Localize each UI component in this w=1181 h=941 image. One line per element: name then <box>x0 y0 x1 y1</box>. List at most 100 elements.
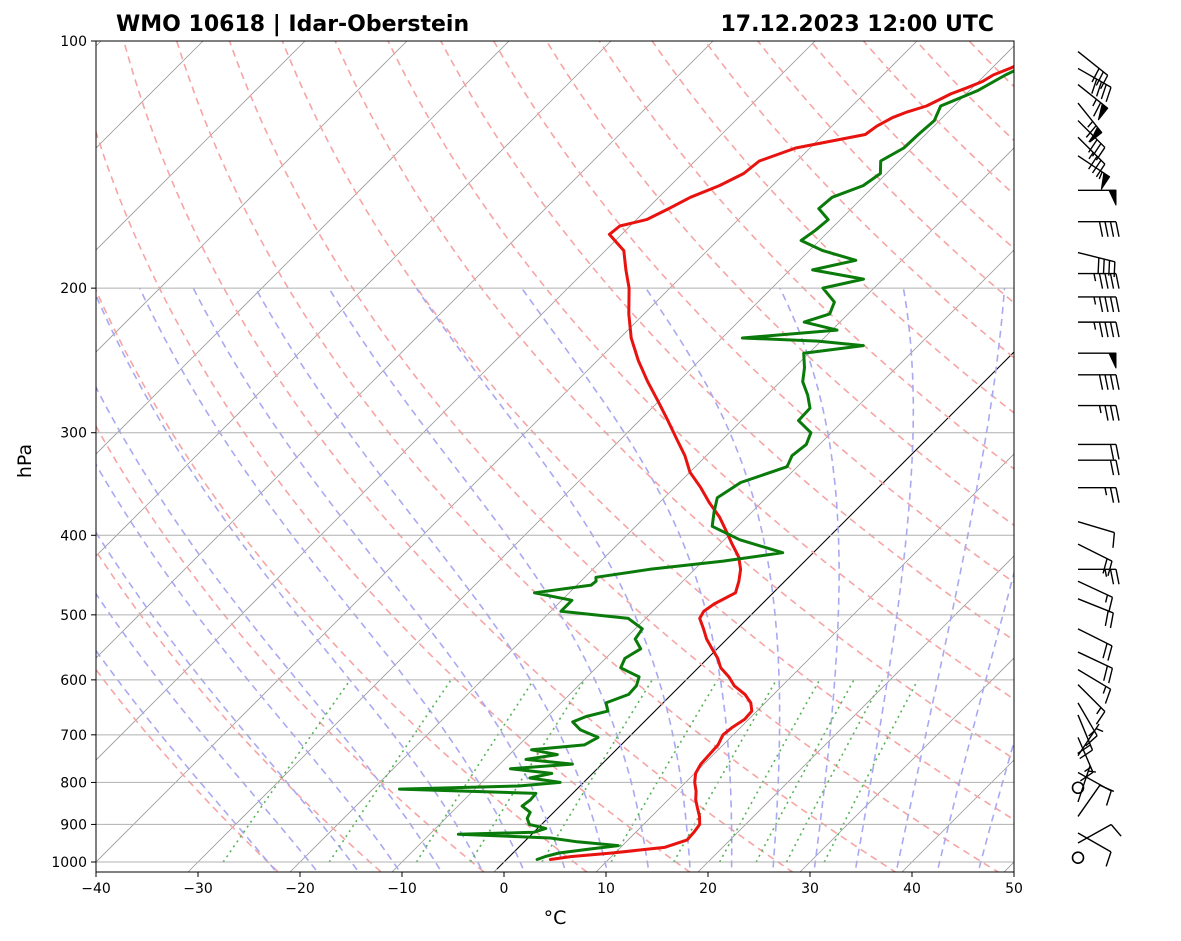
wind-barb-half <box>1098 405 1102 414</box>
isotherm-line <box>96 41 918 863</box>
wind-barb-full <box>1107 560 1113 577</box>
wind-barb-full <box>1109 221 1115 237</box>
wind-barb-half <box>1093 321 1097 330</box>
wind-barb-full <box>1109 273 1115 289</box>
dry-adiabat <box>96 129 692 872</box>
wind-barb-full <box>1100 74 1109 90</box>
wind-barb-shaft <box>1077 50 1109 76</box>
wind-barb-full <box>1104 221 1109 237</box>
wind-barb-flag <box>1089 126 1103 143</box>
y-tick-label: 400 <box>60 528 87 544</box>
x-axis-label: °C <box>544 907 567 929</box>
dry-adiabat <box>387 41 1014 701</box>
wind-barb-full <box>1108 260 1111 276</box>
wind-barb-full <box>1102 259 1105 275</box>
wind-barb-shaft <box>1077 684 1106 712</box>
moist-adiabat <box>96 592 319 872</box>
wind-barb-full <box>1109 569 1115 585</box>
moist-adiabat <box>936 569 1014 872</box>
wind-barb-full <box>1108 597 1114 613</box>
isotherm-line <box>391 249 1014 872</box>
isotherm-line <box>96 41 306 251</box>
wind-barb-full <box>1109 405 1115 421</box>
wind-barb-half <box>1092 98 1097 107</box>
isotherm-line <box>697 555 1014 872</box>
x-ticks: −40 −30 −20 −10 0 10 20 30 40 50 <box>81 872 1023 897</box>
wind-barb-half <box>1095 727 1104 733</box>
wind-barb-full <box>1091 68 1100 83</box>
isotherm-line <box>96 41 714 659</box>
chart-title-left: WMO 10618 | Idar-Oberstein <box>116 12 469 37</box>
wind-barb-half <box>1084 766 1092 773</box>
wind-barb-shaft <box>1077 520 1115 534</box>
wind-barb-full <box>1097 257 1100 274</box>
y-tick-label: 300 <box>60 426 87 442</box>
wind-barb-shaft <box>1077 598 1114 614</box>
isotherm-line <box>96 41 510 455</box>
dry-adiabat <box>175 41 897 872</box>
wind-barb-full <box>1091 143 1102 157</box>
wind-barb-full <box>1104 321 1109 338</box>
wind-barb-half <box>1096 707 1102 715</box>
mixing-ratio-line <box>785 679 884 863</box>
wind-barb-full <box>1115 374 1120 390</box>
wind-barb-full <box>1098 321 1104 338</box>
wind-barb-flag <box>1108 189 1117 206</box>
wind-barb-full <box>1104 374 1109 390</box>
wind-barb-shaft <box>1077 580 1113 598</box>
x-tick-label: −30 <box>183 881 213 897</box>
y-tick-label: 900 <box>60 817 87 833</box>
wind-barb-full <box>1105 851 1112 867</box>
wind-barb-shaft <box>1077 669 1111 690</box>
background-lines <box>96 23 1181 880</box>
wind-barb-half <box>1087 120 1094 128</box>
isotherm-line <box>595 453 1014 872</box>
wind-barb-full <box>1109 444 1115 460</box>
wind-barb-full <box>1095 71 1105 86</box>
isotherm-line <box>799 657 1014 872</box>
wind-barb-full <box>1109 321 1115 338</box>
dry-adiabat <box>96 288 589 872</box>
y-tick-label: 200 <box>60 281 87 297</box>
x-tick-label: 40 <box>903 881 921 897</box>
wind-barb-shaft <box>1077 765 1091 803</box>
wind-barb-full <box>1104 273 1109 289</box>
wind-barb-shaft <box>1077 120 1106 148</box>
wind-barb-full <box>1105 87 1112 103</box>
isotherm-line <box>96 41 612 557</box>
wind-barb-full <box>1085 125 1097 138</box>
zero-isotherm-line <box>496 351 1014 870</box>
chart-title-right: 17.12.2023 12:00 UTC <box>720 12 994 37</box>
wind-barb-full <box>1092 102 1102 117</box>
wind-barb-full <box>1113 261 1116 278</box>
wind-barb-full <box>1088 155 1098 170</box>
wind-barb-full <box>1115 569 1120 585</box>
dry-adiabat <box>1160 23 1181 880</box>
wind-barb-full <box>1109 612 1114 629</box>
wind-barb-full <box>1115 487 1120 503</box>
wind-barb-half <box>1093 296 1097 305</box>
moist-adiabat <box>520 287 733 872</box>
dry-adiabat <box>545 41 1014 527</box>
x-tick-label: 10 <box>597 881 615 897</box>
temperature-profile-line <box>548 64 1014 861</box>
moist-adiabat <box>895 288 1006 872</box>
moist-adiabat <box>645 287 781 872</box>
wind-barb-full <box>1095 711 1106 725</box>
plot-area <box>96 41 1014 872</box>
wind-barb-full <box>1109 374 1115 390</box>
dry-adiabat <box>492 41 1014 584</box>
wind-barb-full <box>1104 688 1112 704</box>
wind-barb-full <box>1098 221 1104 237</box>
wind-barb-shaft <box>1077 543 1113 562</box>
wind-barb-full <box>1103 665 1109 681</box>
moist-adiabat <box>96 293 484 872</box>
y-tick-label: 600 <box>60 673 87 689</box>
wind-barb-full <box>1091 78 1098 94</box>
x-tick-label: −10 <box>387 881 417 897</box>
wind-barb-half <box>1104 594 1109 603</box>
moist-adiabat <box>96 385 443 872</box>
wind-barb-full <box>1105 790 1112 806</box>
wind-barb-full <box>1088 139 1098 153</box>
